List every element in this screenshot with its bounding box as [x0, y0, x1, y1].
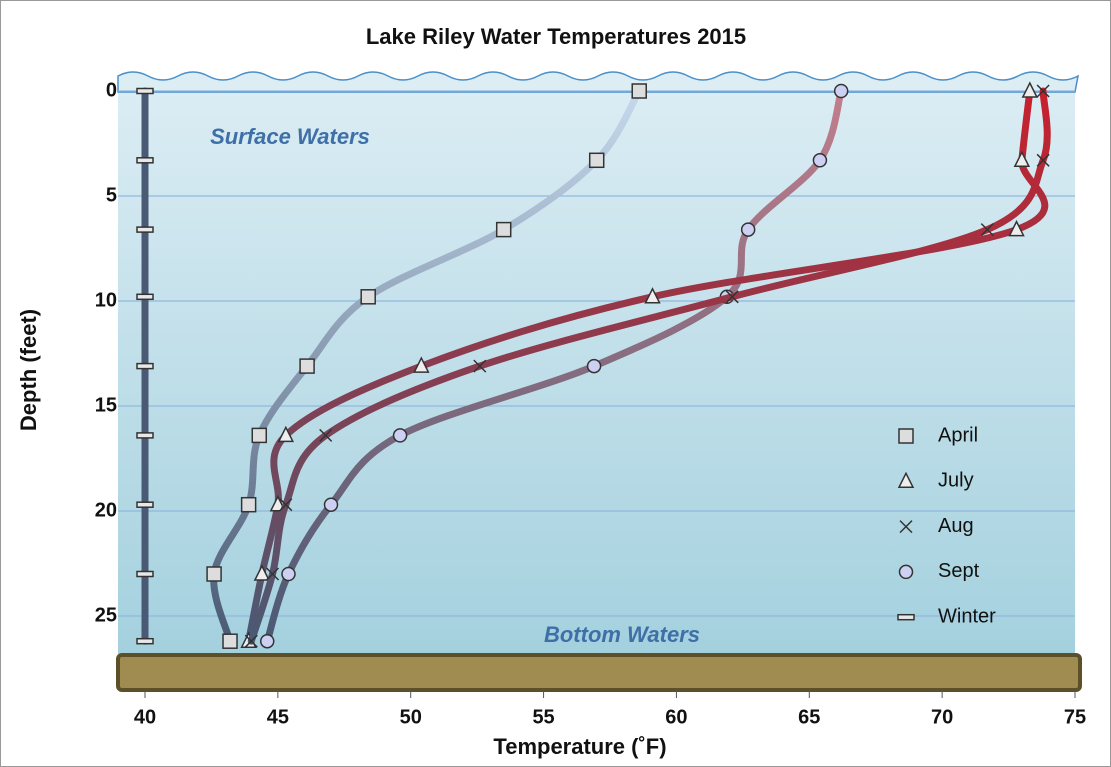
marker	[137, 639, 153, 644]
legend-marker	[899, 429, 913, 443]
legend-label: April	[938, 424, 978, 446]
marker	[588, 360, 601, 373]
y-tick-label: 5	[106, 184, 117, 206]
y-axis-label: Depth (feet)	[16, 309, 41, 431]
marker	[137, 433, 153, 438]
x-tick-label: 75	[1064, 706, 1086, 728]
marker	[207, 567, 221, 581]
marker	[223, 634, 237, 648]
legend-marker	[898, 615, 914, 620]
legend-label: Sept	[938, 560, 980, 582]
marker	[813, 154, 826, 167]
x-tick-label: 45	[267, 706, 289, 728]
legend-label: July	[938, 470, 974, 492]
x-tick-label: 50	[400, 706, 422, 728]
marker	[242, 498, 256, 512]
x-axis-label: Temperature (˚F)	[493, 734, 666, 759]
marker	[497, 223, 511, 237]
marker	[742, 223, 755, 236]
chart: Lake Riley Water Temperatures 2015 Tempe…	[0, 0, 1111, 767]
lake-bottom	[118, 655, 1080, 690]
y-tick-label: 15	[95, 394, 117, 416]
marker	[137, 158, 153, 163]
x-tick-label: 55	[532, 706, 554, 728]
y-tick-label: 10	[95, 289, 117, 311]
y-tick-label: 25	[95, 604, 117, 626]
x-tick-label: 65	[798, 706, 820, 728]
legend-label: Aug	[938, 515, 974, 537]
marker	[300, 359, 314, 373]
marker	[137, 227, 153, 232]
chart-title: Lake Riley Water Temperatures 2015	[366, 24, 746, 49]
annotation: Bottom Waters	[544, 622, 700, 647]
marker	[137, 294, 153, 299]
marker	[835, 85, 848, 98]
marker	[137, 364, 153, 369]
legend-label: Winter	[938, 605, 996, 627]
y-tick-label: 20	[95, 499, 117, 521]
marker	[261, 635, 274, 648]
marker	[252, 428, 266, 442]
y-tick-label: 0	[106, 79, 117, 101]
marker	[394, 429, 407, 442]
marker	[282, 568, 295, 581]
x-tick-label: 40	[134, 706, 156, 728]
marker	[361, 290, 375, 304]
marker	[137, 89, 153, 94]
x-tick-label: 70	[931, 706, 953, 728]
marker	[590, 153, 604, 167]
legend-marker	[900, 565, 913, 578]
marker	[325, 498, 338, 511]
marker	[137, 572, 153, 577]
x-tick-label: 60	[665, 706, 687, 728]
marker	[137, 502, 153, 507]
marker	[632, 84, 646, 98]
annotation: Surface Waters	[210, 124, 370, 149]
